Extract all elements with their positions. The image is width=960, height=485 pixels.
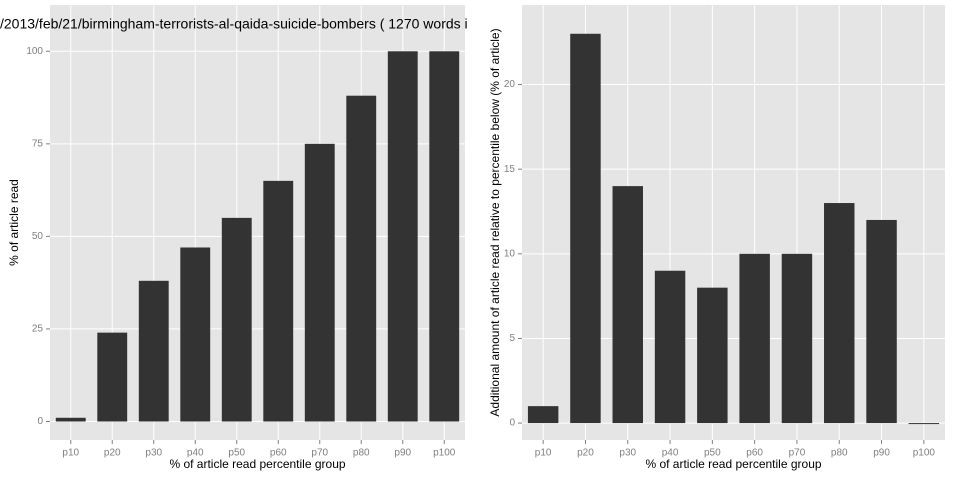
- x-tick-label: p70: [311, 448, 328, 459]
- y-tick-label: 0: [509, 418, 515, 429]
- y-tick-label: 5: [509, 333, 515, 344]
- bar: [97, 332, 128, 422]
- x-tick-label: p90: [873, 448, 890, 459]
- x-tick-label: p50: [704, 448, 721, 459]
- x-tick-label: p60: [746, 448, 763, 459]
- x-tick-label: p10: [535, 448, 552, 459]
- bar: [55, 417, 86, 422]
- bar: [346, 95, 377, 422]
- x-tick-label: p80: [831, 448, 848, 459]
- bar: [654, 270, 686, 424]
- y-tick-label: 15: [504, 164, 516, 175]
- x-tick-label: p70: [789, 448, 806, 459]
- y-tick-label: 75: [32, 138, 44, 149]
- bar: [180, 247, 211, 422]
- x-tick-label: p100: [433, 448, 456, 459]
- bar: [221, 217, 252, 422]
- x-tick-label: p100: [913, 448, 936, 459]
- x-axis-label: % of article read percentile group: [645, 457, 821, 471]
- bar: [138, 280, 169, 422]
- x-tick-label: p30: [619, 448, 636, 459]
- bar: [527, 406, 559, 424]
- y-tick-label: 100: [26, 46, 43, 57]
- x-tick-label: p50: [228, 448, 245, 459]
- y-axis-label: % of article read: [7, 179, 21, 266]
- x-tick-label: p60: [270, 448, 287, 459]
- bar: [570, 33, 601, 424]
- x-tick-label: p80: [353, 448, 370, 459]
- y-tick-label: 25: [32, 324, 44, 335]
- bar: [824, 203, 855, 424]
- x-axis-label: % of article read percentile group: [169, 457, 345, 471]
- bar: [429, 51, 460, 422]
- x-tick-label: p30: [145, 448, 162, 459]
- bar: [908, 423, 940, 425]
- y-axis-label: Additional amount of article read relati…: [488, 28, 502, 416]
- y-tick-label: 20: [504, 79, 516, 90]
- bar: [612, 186, 643, 424]
- x-tick-label: p20: [577, 448, 594, 459]
- x-tick-label: p40: [662, 448, 679, 459]
- bar: [387, 51, 418, 422]
- y-tick-label: 0: [37, 416, 43, 427]
- bar: [263, 180, 294, 422]
- bar: [697, 287, 728, 424]
- bar: [739, 253, 770, 424]
- chart-title: /2013/feb/21/birmingham-terrorists-al-qa…: [0, 16, 468, 32]
- y-tick-label: 50: [32, 231, 44, 242]
- y-tick-label: 10: [504, 248, 516, 259]
- bar: [866, 219, 897, 424]
- bar: [304, 143, 335, 422]
- x-tick-label: p10: [62, 448, 79, 459]
- x-tick-label: p90: [394, 448, 411, 459]
- x-tick-label: p40: [187, 448, 204, 459]
- x-tick-label: p20: [104, 448, 121, 459]
- bar: [781, 253, 813, 424]
